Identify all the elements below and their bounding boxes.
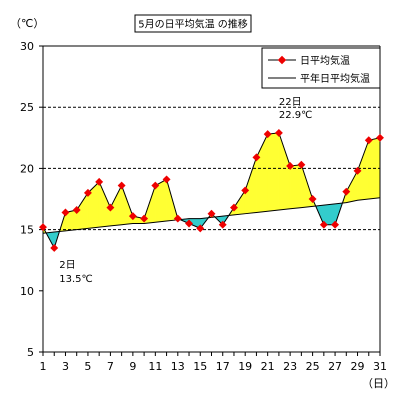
data-point-day-24 <box>297 160 306 169</box>
annotation-value-1: 22.9℃ <box>279 110 313 121</box>
fill-segment-26-0 <box>323 203 336 225</box>
x-tick-label-19: 19 <box>238 360 252 373</box>
data-point-day-20 <box>252 153 261 162</box>
y-tick-label-5: 5 <box>27 346 34 359</box>
fill-segment-23-0 <box>289 164 302 210</box>
x-tick-label-15: 15 <box>193 360 207 373</box>
x-tick-label-5: 5 <box>84 360 91 373</box>
axes <box>39 45 381 356</box>
data-point-day-5 <box>83 188 92 197</box>
data-point-day-19 <box>241 186 250 195</box>
y-tick-label-10: 10 <box>20 285 34 298</box>
x-axis-unit-label: （日） <box>362 377 395 390</box>
legend: 日平均気温 平年日平均気温 <box>261 47 381 89</box>
x-tick-label-25: 25 <box>306 360 320 373</box>
annotations: 2日 13.5℃ 22日 22.9℃ <box>59 97 312 285</box>
x-tick-label-21: 21 <box>261 360 275 373</box>
x-tick-label-1: 1 <box>40 360 47 373</box>
data-point-day-6 <box>95 177 104 186</box>
data-point-day-4 <box>72 206 81 214</box>
annotation-day-1: 22日 <box>279 97 302 108</box>
data-point-day-22 <box>274 128 283 137</box>
y-tick-label-30: 30 <box>20 40 34 53</box>
fill-segment-21-0 <box>267 132 280 212</box>
x-tick-label-11: 11 <box>148 360 162 373</box>
y-tick-label-25: 25 <box>20 101 34 114</box>
data-point-day-17 <box>218 220 227 229</box>
chart-title: 5月の日平均気温 の推移 <box>138 18 248 31</box>
series-markers <box>39 128 384 252</box>
data-point-day-31 <box>376 133 384 142</box>
data-point-day-3 <box>61 208 70 217</box>
grid-lines <box>43 45 381 352</box>
x-tick-label-17: 17 <box>216 360 230 373</box>
data-point-day-28 <box>342 187 351 196</box>
x-tick-label-27: 27 <box>328 360 342 373</box>
data-point-day-2 <box>50 244 59 252</box>
data-point-day-26 <box>319 220 328 229</box>
fill-areas <box>42 132 381 249</box>
data-point-day-16 <box>207 209 216 218</box>
fill-segment-18-0 <box>233 189 246 216</box>
x-tick-label-9: 9 <box>129 360 136 373</box>
x-tick-label-23: 23 <box>283 360 297 373</box>
annotation-day-0: 2日 <box>59 260 75 271</box>
data-point-day-13 <box>173 214 182 223</box>
y-tick-label-15: 15 <box>20 224 34 237</box>
data-point-day-9 <box>128 212 137 221</box>
legend-label-normal: 平年日平均気温 <box>300 72 370 85</box>
y-axis-unit-label: （℃） <box>10 17 44 30</box>
data-point-day-11 <box>151 181 160 190</box>
x-tick-label-7: 7 <box>107 360 114 373</box>
data-point-day-15 <box>196 224 205 233</box>
data-point-day-25 <box>308 195 317 203</box>
data-point-day-8 <box>117 181 126 190</box>
fill-segment-28-0 <box>346 170 358 203</box>
y-tick-label-20: 20 <box>20 162 34 175</box>
data-point-day-23 <box>286 161 295 170</box>
x-tick-label-31: 31 <box>373 360 387 373</box>
x-tick-label-13: 13 <box>171 360 185 373</box>
data-point-day-12 <box>162 175 171 184</box>
data-point-day-27 <box>331 220 340 229</box>
chart-title-box: 5月の日平均気温 の推移 <box>134 14 252 33</box>
legend-marker-daily <box>277 55 287 65</box>
legend-label-daily: 日平均気温 <box>300 54 350 67</box>
data-point-day-29 <box>353 166 362 175</box>
data-point-day-14 <box>185 219 193 228</box>
data-point-day-30 <box>364 136 373 145</box>
data-point-day-21 <box>263 130 272 139</box>
x-tick-label-3: 3 <box>62 360 69 373</box>
data-point-day-18 <box>230 203 238 212</box>
fill-segment-5-0 <box>87 181 100 229</box>
annotation-value-0: 13.5℃ <box>59 274 93 285</box>
data-point-day-10 <box>140 214 149 223</box>
fill-segment-22-0 <box>278 132 291 211</box>
x-tick-label-29: 29 <box>351 360 365 373</box>
